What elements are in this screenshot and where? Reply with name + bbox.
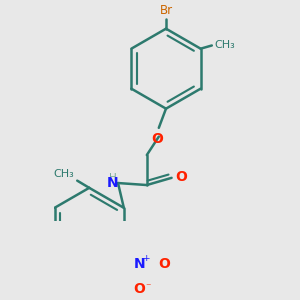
Text: O: O <box>151 132 163 146</box>
Text: N: N <box>107 176 119 190</box>
Text: Br: Br <box>159 4 172 17</box>
Text: CH₃: CH₃ <box>214 40 235 50</box>
Text: O: O <box>134 282 146 296</box>
Text: ⁻: ⁻ <box>146 282 151 292</box>
Text: O: O <box>175 170 187 184</box>
Text: CH₃: CH₃ <box>53 169 74 179</box>
Text: H: H <box>109 173 116 183</box>
Text: +: + <box>142 254 150 263</box>
Text: O: O <box>158 257 170 271</box>
Text: N: N <box>134 257 145 271</box>
